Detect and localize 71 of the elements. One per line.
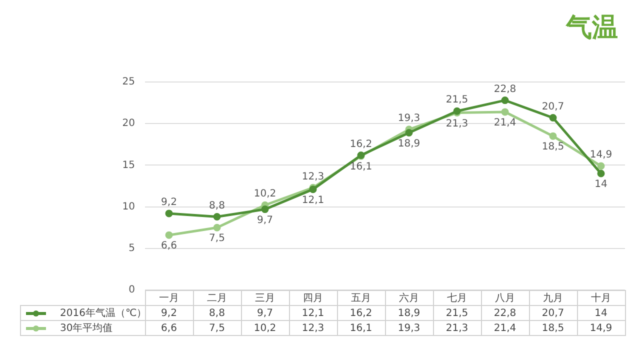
text: 18,9 [398, 138, 420, 150]
x-tick-label: 八月 [495, 293, 515, 304]
x-tick-label: 九月 [543, 292, 563, 304]
y-tick-label: 0 [128, 284, 135, 296]
text: 18,5 [542, 142, 564, 153]
point [597, 170, 605, 178]
text: 12,1 [302, 194, 324, 206]
text: 19,3 [398, 113, 420, 124]
text: 10,2 [254, 188, 276, 200]
text: 12,3 [302, 171, 324, 182]
y-tick-label: 25 [122, 76, 135, 88]
x-tick-label: 一月 [159, 293, 179, 304]
x-tick-label: 三月 [255, 293, 275, 304]
text: 14 [594, 179, 608, 190]
data-label: 7,5 [209, 323, 225, 334]
point [261, 206, 269, 214]
data-label: 9,7 [257, 308, 273, 320]
x-tick-label: 六月 [399, 292, 419, 304]
data-label: 16,1 [350, 323, 372, 334]
point [165, 210, 173, 218]
data-label: 16,2 [350, 308, 372, 320]
point [501, 96, 509, 104]
legend-label: 2016年气温（℃） [60, 307, 147, 320]
text: 16,2 [350, 138, 372, 150]
text: 9,2 [161, 197, 177, 208]
data-label: 21,3 [446, 323, 468, 334]
point [213, 213, 221, 221]
data-label: 18,9 [398, 308, 420, 320]
x-tick-label: 十月 [591, 292, 611, 304]
text: 21,3 [446, 118, 468, 130]
text: 8,8 [209, 200, 225, 212]
point [597, 162, 605, 170]
data-label: 18,5 [542, 323, 564, 334]
point [549, 114, 557, 122]
text: 21,4 [494, 118, 516, 129]
data-label: 8,8 [209, 308, 225, 320]
y-tick-label: 10 [122, 201, 135, 212]
text: 14,9 [590, 150, 612, 161]
data-label: 6,6 [161, 323, 177, 334]
text: 16,1 [350, 162, 372, 173]
data-label: 12,3 [302, 323, 324, 334]
data-label: 12,1 [302, 308, 324, 320]
text: 22,8 [494, 84, 516, 95]
point [165, 231, 173, 239]
text: 20,7 [542, 101, 564, 112]
data-label: 19,3 [398, 323, 420, 334]
x-tick-label: 七月 [447, 292, 467, 304]
text: 7,5 [209, 233, 225, 244]
data-label: 14 [594, 308, 608, 320]
y-tick-label: 5 [128, 242, 135, 254]
point [549, 132, 557, 140]
point [213, 224, 221, 232]
y-tick-label: 15 [122, 160, 135, 171]
data-label: 22,8 [494, 308, 516, 320]
data-label: 9,2 [161, 308, 177, 320]
text: 21,5 [446, 94, 468, 106]
x-tick-label: 四月 [303, 293, 323, 304]
data-label: 21,5 [446, 308, 468, 320]
data-label: 21,4 [494, 323, 516, 334]
x-tick-label: 五月 [351, 293, 371, 304]
text: 9,7 [257, 214, 273, 226]
data-label: 20,7 [542, 308, 564, 320]
data-label: 10,2 [254, 323, 276, 334]
chart-title: 气温 [566, 12, 618, 45]
data-label: 14,9 [590, 323, 612, 334]
y-tick-label: 20 [122, 118, 135, 130]
x-tick-label: 二月 [207, 293, 227, 304]
point [405, 129, 413, 136]
point [501, 108, 509, 116]
legend-label: 30年平均值 [60, 322, 113, 334]
text: 6,6 [161, 240, 177, 252]
